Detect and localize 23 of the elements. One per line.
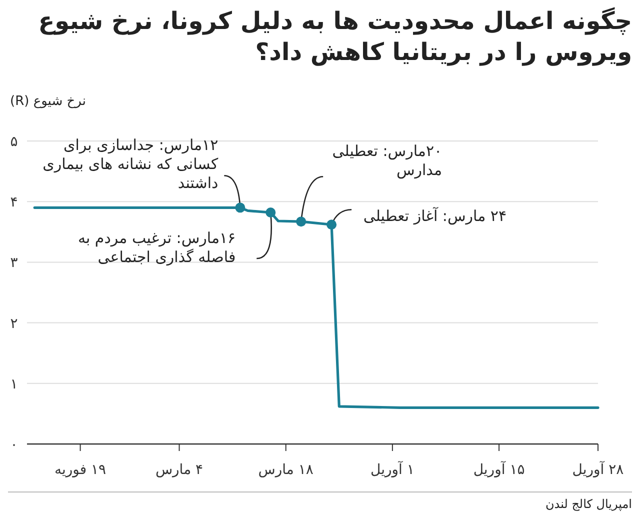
x-tick-label: ۱ آوریل	[370, 460, 414, 478]
x-tick-label: ۱۵ آوریل	[473, 460, 525, 478]
point	[266, 208, 276, 218]
x-tick-label: ۴ مارس	[155, 462, 204, 478]
annotation: ۲۰مارس: تعطیلی مدارس	[331, 142, 442, 180]
y-tick-label: ۵	[10, 134, 18, 150]
y-tick-label: ۳	[10, 255, 18, 272]
x-tick-label: ۱۸ مارس	[258, 462, 314, 478]
point	[235, 202, 246, 213]
point	[326, 220, 337, 230]
annotation: ۱۲مارس: جداسازی برای کسانی که نشانه های بیماری داشتند	[42, 136, 218, 193]
y-tick-label: ۰	[10, 437, 18, 453]
y-tick-label: ۱	[10, 376, 18, 392]
title: چگونه اعمال محدودیت ها به دلیل کرونا، نرخ شیوع ویروس را در بریتانیا کاهش داد؟	[37, 6, 632, 68]
annotation: امپریال کالج لندن	[545, 497, 632, 511]
point	[296, 216, 306, 227]
y-tick-label: ۲	[10, 316, 18, 332]
x-tick-label: ۲۸ آوریل	[572, 460, 624, 478]
ylabel: نرخ شیوع (R)	[10, 94, 86, 109]
x-tick-label: ۱۹ فوریه	[54, 462, 106, 478]
annotation: ۱۶مارس: ترغیب مردم به فاصله گذاری اجتماعی	[76, 228, 236, 266]
annotation: ۲۴ مارس: آغاز تعطیلی	[362, 206, 507, 226]
y-tick-label: ۴	[10, 194, 18, 211]
